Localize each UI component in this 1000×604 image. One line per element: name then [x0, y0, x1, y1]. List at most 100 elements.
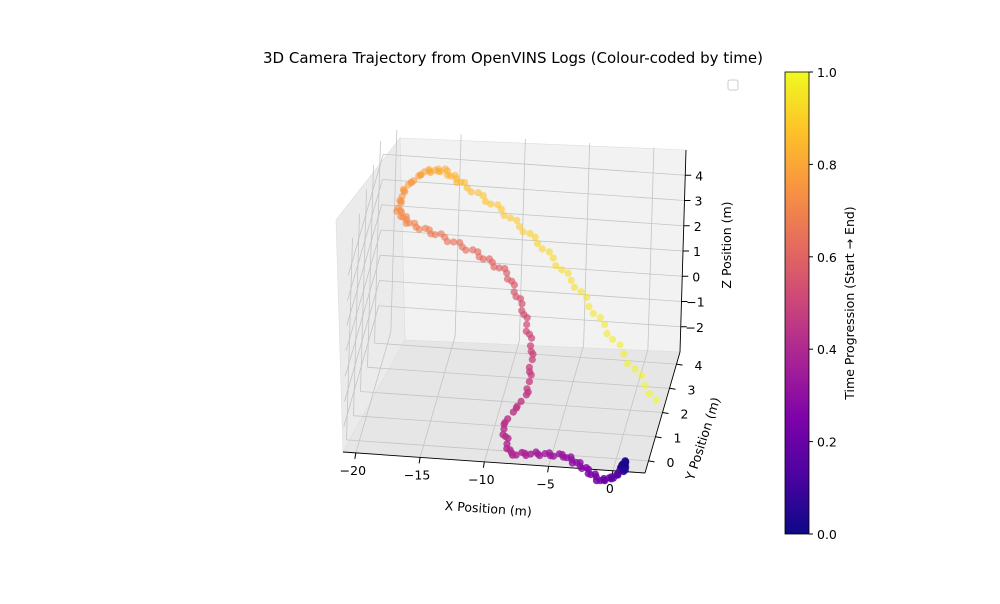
trajectory-point [450, 238, 458, 246]
x-tick-label: −5 [536, 476, 554, 491]
trajectory-point [515, 222, 524, 231]
trajectory-point [462, 246, 470, 254]
trajectory-point [463, 184, 471, 192]
trajectory-point [603, 330, 611, 338]
y-tick-label: 0 [667, 455, 675, 470]
x-tick-mark [354, 452, 357, 459]
trajectory-point [558, 266, 566, 274]
y-grid-floor [367, 366, 670, 389]
trajectory-point [583, 293, 591, 301]
trajectory-point [529, 350, 537, 358]
trajectory-point [577, 288, 585, 296]
trajectory-point [570, 283, 579, 291]
trajectory-point [518, 448, 526, 457]
z-tick-label: 0 [692, 269, 700, 284]
trajectory-point [645, 390, 654, 398]
trajectory-point [404, 181, 412, 189]
colorbar-tick-label: 0.4 [817, 342, 837, 357]
trajectory-point [589, 309, 597, 318]
data-points [393, 165, 660, 485]
trajectory-point [532, 448, 540, 456]
trajectory-point [545, 248, 553, 256]
trajectory-point [517, 397, 525, 405]
trajectory-point [526, 342, 535, 350]
y-grid-floor [346, 439, 649, 462]
trajectory-point [528, 356, 536, 364]
trajectory-point [494, 201, 502, 209]
trajectory-point [527, 371, 535, 379]
x-tick-mark [418, 457, 421, 464]
trajectory-point [652, 396, 660, 404]
trajectory-point [641, 381, 649, 390]
colorbar-tick-label: 0.8 [817, 157, 837, 172]
trajectory-point [619, 466, 627, 474]
z-tick-label: 3 [695, 194, 703, 209]
trajectory-point [538, 245, 546, 253]
trajectory-point [638, 371, 646, 380]
z-grid-side [347, 154, 384, 276]
colorbar [784, 71, 810, 535]
x-tick-label: −10 [468, 472, 494, 487]
trajectory-point [522, 391, 531, 399]
y-tick-mark [648, 460, 655, 463]
z-tick-label: −1 [686, 295, 704, 310]
y-grid-floor [360, 391, 663, 413]
x-axis-label: X Position (m) [444, 498, 532, 519]
trajectory-point [552, 262, 560, 270]
z-grid-back [382, 179, 685, 201]
trajectory-point [495, 264, 503, 272]
z-grid-back [379, 280, 682, 302]
grid-lines [343, 129, 686, 471]
trajectory-point [510, 281, 518, 289]
trajectory-point [523, 320, 531, 329]
trajectory-point [620, 350, 628, 358]
colorbar-label: Time Progression (Start → End) [842, 206, 857, 400]
x-tick-label: −20 [340, 463, 366, 478]
trajectory-point [504, 434, 512, 442]
y-tick-mark [655, 436, 662, 439]
trajectory-point [549, 254, 557, 262]
trajectory-point [500, 425, 508, 433]
trajectory-point [431, 231, 439, 239]
trajectory-point [564, 269, 572, 277]
trajectory-point [601, 321, 609, 329]
trajectory-point [585, 303, 593, 311]
x-tick-mark [482, 461, 485, 468]
y-tick-mark [662, 412, 669, 414]
z-grid-side [343, 305, 380, 427]
trajectory-point [541, 450, 549, 458]
trajectory-point [608, 335, 617, 343]
z-tick-label: −2 [686, 320, 704, 335]
z-grid-side [346, 204, 383, 326]
y-tick-mark [669, 387, 676, 390]
trajectory-point [533, 240, 542, 248]
z-grid-side [344, 280, 380, 402]
trajectory-point [616, 341, 624, 349]
z-grid-back [380, 254, 683, 277]
z-grid-side [344, 255, 381, 377]
x-axis-line [342, 451, 646, 474]
colorbar-tick-label: 0.6 [817, 250, 837, 265]
trajectory-point [525, 378, 534, 386]
z-grid-side [347, 179, 383, 301]
colorbar-tick-label: 1.0 [817, 65, 837, 80]
y-tick-mark [676, 363, 683, 366]
trajectory-point [397, 199, 405, 207]
trajectory-point [531, 233, 539, 241]
chart-title: 3D Camera Trajectory from OpenVINS Logs … [263, 49, 763, 67]
trajectory-point [503, 269, 511, 277]
z-grid-side [345, 229, 382, 352]
trajectory-point [526, 229, 534, 238]
colorbar-tick-label: 0.0 [817, 527, 837, 542]
trajectory-point [567, 276, 575, 284]
x-tick-label: 0 [606, 481, 614, 496]
trajectory-point [518, 300, 526, 308]
trajectory-point [415, 225, 423, 233]
z-tick-label: 4 [695, 168, 703, 183]
trajectory-point [614, 471, 622, 479]
trajectory-point [528, 334, 536, 342]
trajectory-point [481, 197, 490, 205]
